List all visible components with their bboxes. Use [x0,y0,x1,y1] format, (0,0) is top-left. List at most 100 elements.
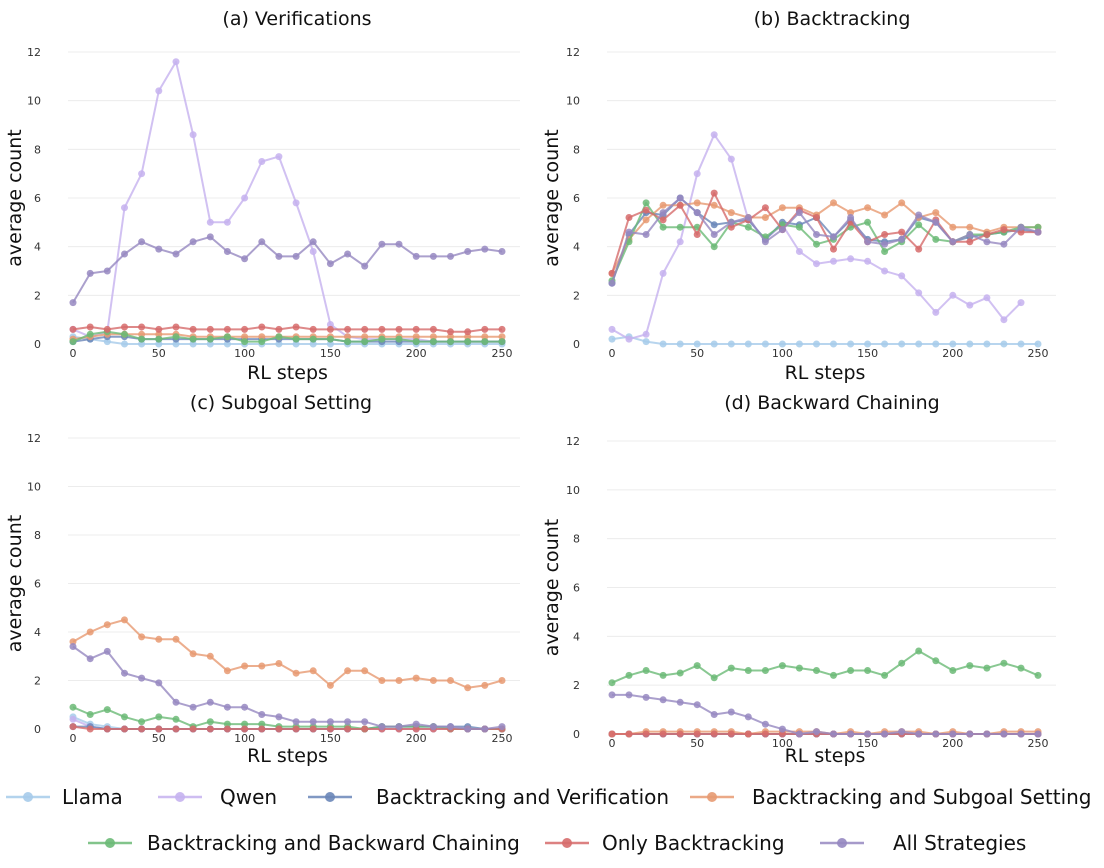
y-tick-label: 8 [34,143,41,156]
data-point [189,325,197,333]
x-tick-label: 250 [1028,347,1049,360]
data-point [642,216,650,224]
data-point [1017,223,1025,231]
data-point [172,340,180,348]
data-point [206,652,214,660]
data-point [847,730,855,738]
data-point [326,725,334,733]
legend-label: Only Backtracking [602,831,785,855]
y-tick-label: 0 [573,728,580,741]
data-point [155,330,163,338]
data-point [344,667,352,675]
data-point [429,338,437,346]
data-point [966,223,974,231]
data-point [898,340,906,348]
data-point [830,340,837,348]
data-point [344,250,352,258]
data-point [172,250,180,258]
data-point [241,338,249,346]
data-point [693,231,701,238]
data-point [292,340,300,348]
data-point [464,328,472,336]
y-tick-label: 8 [573,143,580,156]
data-point [206,218,214,226]
data-point [326,260,334,268]
data-point [761,238,769,246]
data-point [1034,340,1042,348]
data-point [464,248,472,255]
data-point [898,228,906,236]
data-point [103,706,111,714]
data-point [864,204,872,212]
data-point [481,681,489,689]
data-point [429,677,437,684]
data-point [206,698,214,706]
data-point [155,340,163,348]
data-point [361,718,369,726]
data-point [138,340,146,348]
x-tick-label: 50 [152,732,166,745]
data-point [498,333,506,341]
data-point [881,340,889,348]
data-point [292,323,300,331]
series-only-backtracking [69,323,506,336]
panel-title: (c) Subgoal Setting [190,392,372,414]
data-point [172,333,180,341]
data-point [949,340,957,348]
x-tick-label: 150 [857,347,878,360]
data-point [155,713,163,721]
data-point [813,340,820,348]
y-tick-label: 6 [573,582,580,595]
data-point [498,338,506,346]
data-point [241,194,249,202]
data-point [103,325,111,333]
data-point [847,340,855,348]
data-point [429,723,437,731]
legend-marker [325,792,335,802]
data-point [121,323,128,331]
legend-label: All Strategies [893,831,1026,855]
data-point [464,333,472,341]
legend-item-qwen: Qwen [158,785,277,809]
y-tick-label: 2 [573,289,580,302]
data-point [915,245,923,253]
series-backtracking-and-backward-chaining [608,647,1042,687]
y-tick-label: 4 [573,630,580,643]
data-point [1017,730,1025,738]
data-point [241,725,249,733]
data-point [642,199,650,207]
data-point [710,711,718,718]
data-point [361,667,369,675]
data-point [69,703,77,711]
data-point [625,691,633,699]
data-point [138,170,146,178]
data-point [864,340,872,348]
data-point [241,325,249,333]
data-point [447,333,454,341]
data-point [121,713,128,721]
series-line [72,326,502,333]
legend-label: Qwen [220,785,277,809]
data-point [241,333,249,341]
x-tick-label: 150 [320,732,341,745]
data-point [223,333,231,341]
data-point [676,223,684,231]
x-tick-label: 150 [320,347,341,360]
data-point [795,223,803,231]
data-point [830,671,837,679]
data-point [915,730,923,738]
data-point [864,238,872,246]
data-point [378,723,386,731]
data-point [138,674,146,682]
x-tick-label: 200 [406,732,427,745]
data-point [710,131,718,139]
data-point [761,720,769,728]
panel-a-verifications: 0 2 4 6 8 10 12 0 50 100 150 200 250 (a) Verification… [4,8,520,384]
data-point [847,209,855,217]
data-point [693,340,701,348]
data-point [258,338,266,346]
data-point [710,674,718,682]
series-line [72,645,503,730]
data-point [983,238,991,246]
data-point [223,667,231,675]
